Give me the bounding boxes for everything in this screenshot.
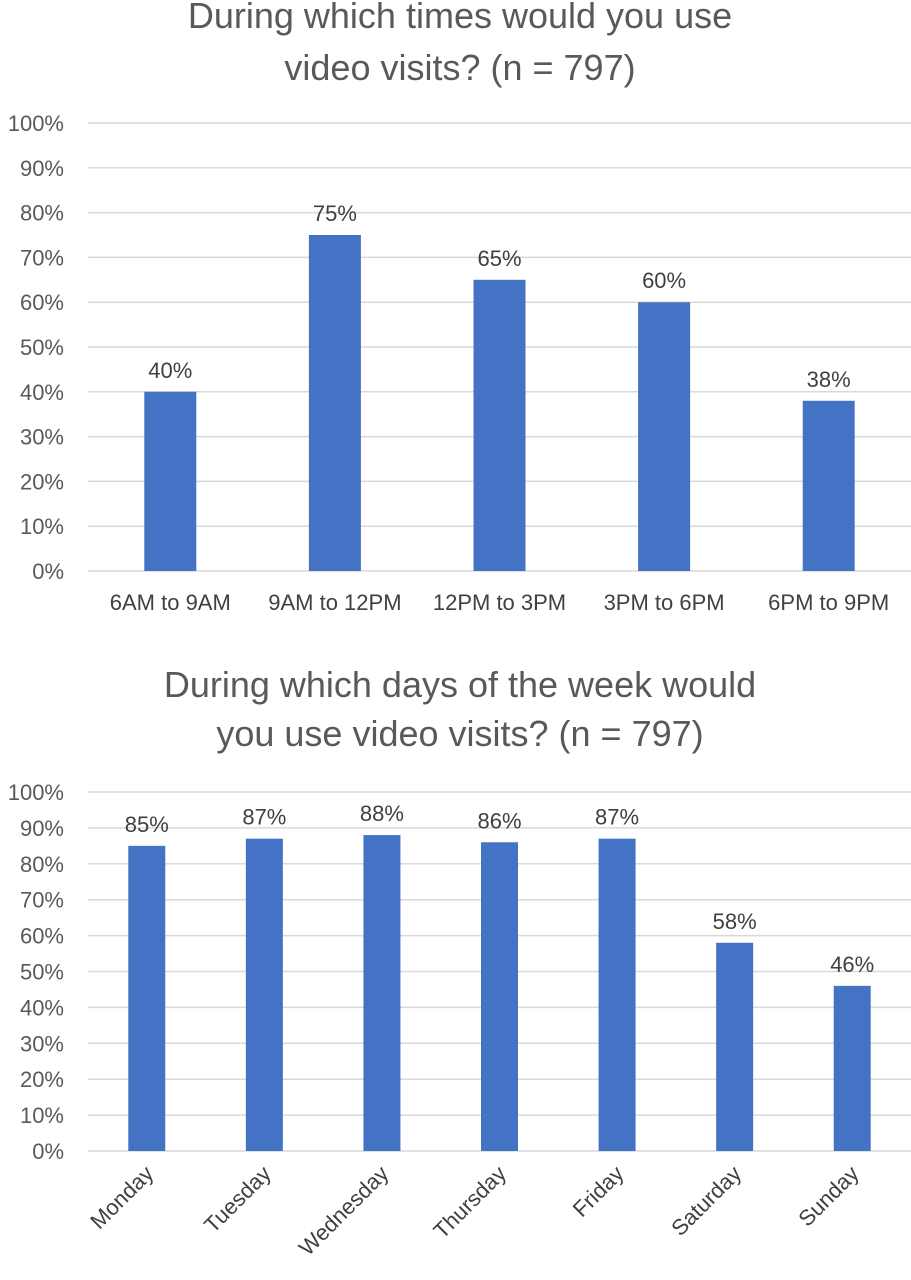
data-label: 40% [148,358,192,383]
y-tick-label: 20% [20,1067,64,1092]
x-category-label: Thursday [429,1161,512,1244]
data-label: 38% [807,367,851,392]
x-category-label: 3PM to 6PM [604,590,725,615]
y-tick-label: 70% [20,888,64,913]
y-tick-label: 70% [20,245,64,270]
y-tick-label: 0% [32,559,64,584]
y-tick-label: 100% [8,111,64,136]
x-category-label: Sunday [793,1161,863,1231]
y-tick-label: 50% [20,335,64,360]
x-category-label: Saturday [666,1161,746,1241]
chart-title-line: During which days of the week would [164,664,756,705]
y-tick-label: 90% [20,156,64,181]
y-tick-label: 10% [20,1103,64,1128]
y-tick-label: 100% [8,780,64,805]
x-category-label: Wednesday [294,1161,394,1261]
y-tick-label: 60% [20,290,64,315]
bar [716,942,754,1151]
data-label: 87% [242,805,286,830]
data-label: 87% [595,805,639,830]
bar [144,391,197,571]
y-tick-label: 60% [20,924,64,949]
data-label: 85% [125,812,169,837]
chart-title-line: During which times would you use [188,0,732,36]
bar [598,838,636,1151]
data-label: 65% [477,246,521,271]
data-label: 58% [713,909,757,934]
x-category-label: Monday [85,1161,158,1234]
bar [833,985,871,1151]
y-tick-label: 90% [20,816,64,841]
x-category-label: Friday [568,1161,629,1222]
y-tick-label: 80% [20,201,64,226]
chart-title-line: video visits? (n = 797) [284,47,635,88]
data-label: 75% [313,201,357,226]
data-label: 86% [477,808,521,833]
y-tick-label: 40% [20,380,64,405]
bar [481,842,518,1151]
y-tick-label: 50% [20,960,64,985]
chart-1: During which times would you use video vi… [8,0,911,615]
data-label: 88% [360,801,404,826]
y-tick-label: 20% [20,469,64,494]
bar [363,835,401,1151]
y-tick-label: 10% [20,514,64,539]
x-category-label: 12PM to 3PM [433,590,566,615]
x-category-label: Tuesday [199,1161,276,1238]
bar [802,400,855,571]
y-tick-label: 30% [20,425,64,450]
x-category-label: 9AM to 12PM [268,590,401,615]
data-label: 60% [642,268,686,293]
bar [473,279,526,571]
y-tick-label: 30% [20,1031,64,1056]
chart-title-line: you use video visits? (n = 797) [216,713,703,754]
chart-2: During which days of the week would you u… [8,664,911,1260]
x-category-label: 6PM to 9PM [768,590,889,615]
x-category-label: 6AM to 9AM [110,590,231,615]
y-tick-label: 40% [20,995,64,1020]
bar [245,838,283,1151]
y-tick-label: 0% [32,1139,64,1164]
y-tick-label: 80% [20,852,64,877]
data-label: 46% [830,952,874,977]
bar [308,235,361,571]
bar [128,845,166,1151]
bar [638,302,691,571]
